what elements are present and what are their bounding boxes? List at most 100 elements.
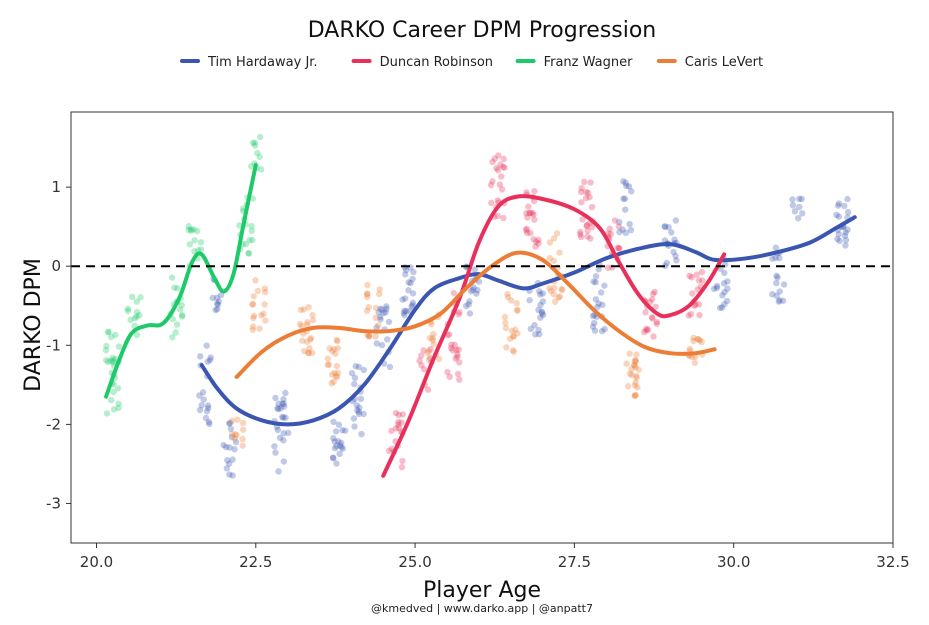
data-point xyxy=(378,306,386,313)
data-point xyxy=(532,238,540,246)
data-point xyxy=(305,349,312,357)
data-point xyxy=(335,369,342,377)
data-point xyxy=(339,427,346,434)
data-point xyxy=(409,290,417,297)
data-point xyxy=(791,208,799,215)
data-point xyxy=(307,336,314,343)
data-point xyxy=(308,349,316,357)
data-point xyxy=(491,155,498,162)
data-point xyxy=(386,363,394,371)
data-point xyxy=(578,184,585,192)
data-point xyxy=(330,434,337,442)
data-point xyxy=(454,351,461,358)
data-point xyxy=(577,188,585,196)
legend-item: Caris LeVert xyxy=(656,55,763,70)
data-point xyxy=(277,405,284,412)
series-points xyxy=(385,152,706,471)
data-point xyxy=(375,322,382,329)
data-point xyxy=(671,236,678,243)
data-point xyxy=(588,203,596,211)
data-point xyxy=(590,278,597,285)
data-point xyxy=(348,369,356,377)
data-point xyxy=(333,362,341,370)
data-point xyxy=(620,195,627,202)
data-point xyxy=(514,306,521,314)
data-point xyxy=(527,229,534,237)
data-point xyxy=(535,326,542,334)
data-point xyxy=(204,404,212,412)
data-point xyxy=(239,419,247,427)
data-point xyxy=(721,269,728,277)
data-point xyxy=(392,425,400,432)
data-point xyxy=(353,402,361,409)
data-point xyxy=(169,315,176,323)
data-point xyxy=(634,384,641,391)
data-point xyxy=(365,332,373,340)
data-point xyxy=(388,427,395,435)
y-tick-label: 0 xyxy=(51,257,61,275)
data-point xyxy=(399,457,406,465)
data-point xyxy=(779,297,787,304)
data-point xyxy=(494,212,502,220)
data-point xyxy=(176,306,184,313)
x-tick-label: 30.0 xyxy=(717,553,750,571)
data-point xyxy=(301,347,308,355)
data-point xyxy=(796,195,803,203)
data-point xyxy=(336,450,343,458)
data-point xyxy=(597,289,605,296)
data-point xyxy=(258,312,265,319)
legend: Tim Hardaway Jr. Duncan Robinson Franz Wag… xyxy=(180,55,763,70)
data-point xyxy=(526,209,533,217)
data-point xyxy=(551,284,558,292)
data-point xyxy=(462,302,470,310)
data-point xyxy=(844,195,851,203)
data-point xyxy=(501,313,509,321)
data-point xyxy=(250,293,257,300)
data-point xyxy=(474,286,481,294)
data-point xyxy=(455,311,462,318)
data-point xyxy=(487,181,495,189)
data-point xyxy=(401,312,408,319)
data-point xyxy=(339,445,347,452)
data-point xyxy=(133,308,141,316)
data-point xyxy=(225,420,233,427)
data-point xyxy=(696,311,703,319)
data-point xyxy=(330,345,338,353)
data-point xyxy=(249,139,257,146)
data-point xyxy=(402,271,409,278)
data-point xyxy=(409,299,417,306)
data-point xyxy=(330,454,337,462)
data-point xyxy=(628,371,636,379)
data-point xyxy=(690,337,697,345)
data-point xyxy=(252,277,259,284)
data-point xyxy=(109,357,117,364)
data-point xyxy=(456,308,463,316)
data-point xyxy=(842,229,849,236)
data-point xyxy=(834,202,842,209)
x-tick-label: 25.0 xyxy=(398,553,431,571)
data-point xyxy=(624,383,632,390)
data-point xyxy=(395,411,402,419)
data-point xyxy=(377,316,384,323)
data-point xyxy=(501,164,508,171)
data-point xyxy=(465,301,472,308)
data-point xyxy=(330,378,337,385)
data-point xyxy=(626,350,633,357)
data-point xyxy=(469,286,477,293)
data-point xyxy=(589,323,597,330)
data-point xyxy=(226,419,234,427)
data-point xyxy=(281,403,288,410)
data-point xyxy=(352,363,359,370)
data-point xyxy=(449,347,456,354)
data-point xyxy=(256,133,264,141)
data-point xyxy=(372,314,379,321)
data-point xyxy=(333,373,341,381)
data-point xyxy=(551,298,559,305)
trend-line xyxy=(199,215,857,427)
x-tick-label: 32.5 xyxy=(876,553,909,571)
data-point xyxy=(363,290,371,298)
data-point xyxy=(401,295,409,302)
data-point xyxy=(193,227,201,235)
data-point xyxy=(653,320,661,328)
data-point xyxy=(355,410,363,418)
